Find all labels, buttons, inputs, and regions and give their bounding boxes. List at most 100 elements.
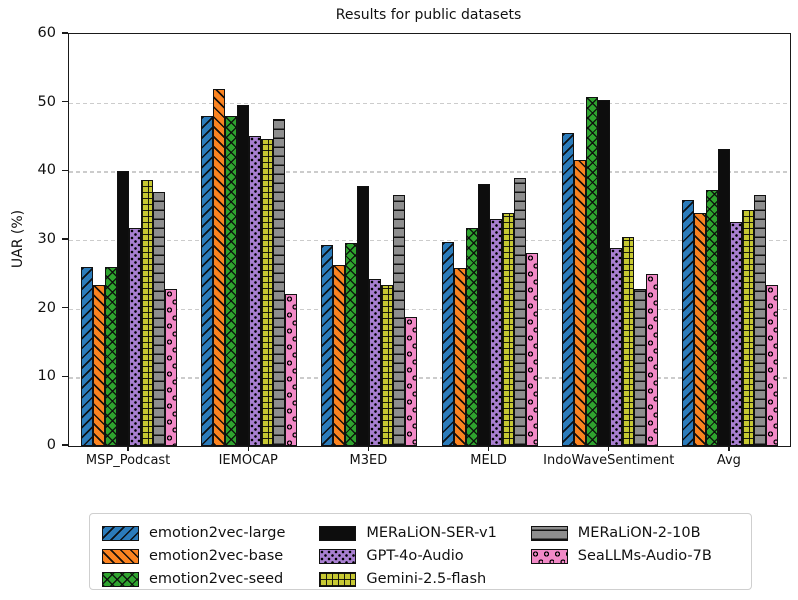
plot-area xyxy=(68,33,791,447)
bar-group-Avg xyxy=(670,34,790,446)
bar xyxy=(285,293,298,446)
bar xyxy=(105,267,118,446)
legend: emotion2vec-large emotion2vec-base emotion… xyxy=(89,513,752,590)
bar-group-M3ED xyxy=(309,34,429,446)
bar xyxy=(453,268,466,446)
bar xyxy=(321,244,334,446)
bar xyxy=(501,212,514,446)
y-tick-label: 10 xyxy=(37,368,56,385)
legend-swatch xyxy=(530,525,568,541)
bar xyxy=(393,195,406,446)
bar-group-MELD xyxy=(430,34,550,446)
bar xyxy=(609,247,622,446)
legend-item: SeaLLMs-Audio-7B xyxy=(530,546,712,566)
bar xyxy=(345,242,358,446)
bar xyxy=(681,200,694,446)
y-tick-label: 20 xyxy=(37,299,56,316)
legend-swatch xyxy=(319,525,357,541)
legend-item: Gemini-2.5-flash xyxy=(319,569,496,589)
legend-item: GPT-4o-Audio xyxy=(319,546,496,566)
y-axis: 0 10 20 30 40 50 60 xyxy=(0,25,68,453)
x-tick-mark xyxy=(247,446,249,451)
legend-label: SeaLLMs-Audio-7B xyxy=(577,548,712,564)
y-tick-mark xyxy=(62,169,68,172)
legend-label: emotion2vec-seed xyxy=(149,571,284,587)
legend-item: MERaLiON-2-10B xyxy=(530,523,712,543)
bar xyxy=(405,316,418,446)
bar xyxy=(573,159,586,446)
bar xyxy=(489,219,502,446)
bar xyxy=(165,288,178,446)
legend-label: MERaLiON-2-10B xyxy=(577,525,701,541)
y-tick-mark xyxy=(62,375,68,378)
x-tick-mark xyxy=(127,446,129,451)
y-tick-label: 0 xyxy=(46,437,56,453)
gridline-30 xyxy=(69,240,790,242)
x-tick-mark xyxy=(728,446,730,451)
bar xyxy=(225,115,238,446)
bar xyxy=(693,213,706,446)
bar xyxy=(645,274,658,446)
x-tick-mark xyxy=(367,446,370,451)
bar xyxy=(717,149,730,446)
bar xyxy=(333,264,346,446)
bar xyxy=(705,189,718,446)
bar xyxy=(261,139,274,446)
bar xyxy=(597,99,610,446)
x-tick-label: IndoWaveSentiment xyxy=(543,453,675,468)
chart-title: Results for public datasets xyxy=(335,7,522,23)
legend-swatch xyxy=(530,548,568,564)
bar xyxy=(525,253,538,446)
bar xyxy=(273,119,286,446)
gridline-50 xyxy=(69,102,790,104)
legend-swatch xyxy=(102,525,139,541)
legend-label: emotion2vec-base xyxy=(149,548,284,564)
x-tick-label: MSP_Podcast xyxy=(85,453,171,468)
bar xyxy=(93,285,106,446)
bar xyxy=(153,191,166,446)
bar xyxy=(729,222,742,446)
y-tick-label: 50 xyxy=(37,93,56,110)
bar xyxy=(237,104,250,446)
y-tick-mark xyxy=(62,238,68,240)
legend-item: emotion2vec-large xyxy=(102,523,285,543)
bar xyxy=(465,227,478,446)
y-tick-mark xyxy=(62,100,68,103)
legend-label: GPT-4o-Audio xyxy=(366,548,464,564)
bar xyxy=(81,266,94,446)
bar xyxy=(249,136,262,446)
bar-groups xyxy=(69,34,790,446)
y-tick-label: 60 xyxy=(37,25,56,41)
bar xyxy=(765,285,778,446)
bar xyxy=(141,179,154,446)
bar xyxy=(117,171,130,446)
bar xyxy=(477,184,490,446)
gridline-20 xyxy=(69,308,790,310)
x-tick-label: Avg xyxy=(716,453,741,468)
y-tick-mark xyxy=(62,32,68,34)
bar xyxy=(561,132,574,446)
bar xyxy=(585,97,598,446)
gridline-40 xyxy=(69,171,790,173)
bar-group-IndoWaveSentiment xyxy=(550,34,670,446)
legend-item: emotion2vec-base xyxy=(102,546,285,566)
y-tick-mark xyxy=(62,444,68,446)
x-axis: MSP_Podcast IEMOCAP M3ED MELD IndoWaveSentim… xyxy=(68,446,789,476)
bar xyxy=(213,88,226,446)
legend-label: emotion2vec-large xyxy=(149,525,286,541)
legend-swatch xyxy=(102,571,139,587)
x-tick-label: M3ED xyxy=(349,453,388,468)
gridline-10 xyxy=(69,377,790,379)
bar xyxy=(369,279,382,446)
bar xyxy=(357,186,370,446)
bar xyxy=(753,194,766,446)
legend-item: emotion2vec-seed xyxy=(102,569,285,589)
legend-swatch xyxy=(319,548,357,564)
x-tick-label: IEMOCAP xyxy=(218,453,278,468)
bar xyxy=(381,285,394,446)
legend-swatch xyxy=(102,548,139,564)
bar-group-IEMOCAP xyxy=(189,34,309,446)
legend-column: MERaLiON-SER-v1 GPT-4o-Audio Gemini-2.5-fl… xyxy=(319,523,497,589)
legend-column: emotion2vec-large emotion2vec-base emotion… xyxy=(102,523,285,589)
bar xyxy=(129,227,142,446)
